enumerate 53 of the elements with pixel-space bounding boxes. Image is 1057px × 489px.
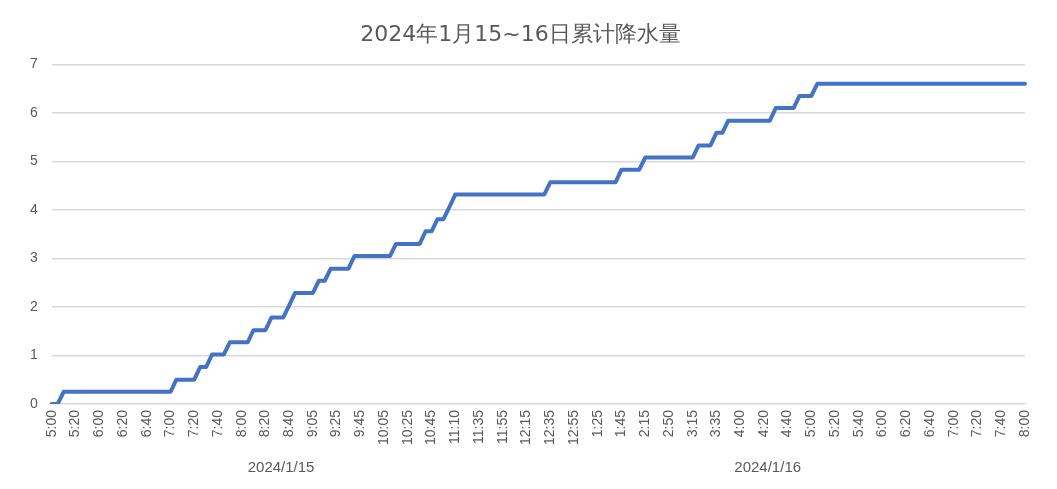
x-tick-label: 1:45: [612, 409, 629, 438]
x-tick-label: 9:25: [327, 409, 344, 438]
x-tick-label: 6:00: [90, 409, 107, 438]
x-tick-label: 2:15: [636, 409, 653, 438]
x-tick-label: 4:00: [731, 409, 748, 438]
x-tick-label: 10:25: [398, 409, 415, 446]
text: 2024/1/15: [247, 457, 315, 475]
x-tick-label: 2:50: [659, 409, 676, 438]
x-tick-label: 12:15: [517, 409, 534, 446]
x-tick-label: 6:40: [920, 409, 937, 438]
x-tick-label: 3:15: [683, 409, 700, 438]
x-tick-label: 5:20: [66, 409, 83, 438]
x-tick-label: 8:40: [280, 409, 297, 438]
x-tick-label: 5:40: [849, 409, 866, 438]
y-tick-label: 4: [29, 200, 38, 217]
x-tick-label: 11:55: [493, 409, 510, 444]
x-tick-label: 7:00: [161, 409, 178, 438]
x-tick-label: 12:55: [564, 409, 581, 446]
x-tick-label: 7:40: [208, 409, 225, 438]
x-tick-label: 7:40: [992, 409, 1009, 438]
y-tick-label: 2: [29, 297, 38, 314]
y-tick-label: 7: [29, 55, 38, 72]
x-tick-label: 7:00: [944, 409, 961, 438]
y-tick-label: 5: [29, 152, 38, 169]
chart-title: 2024年1月15~16日累计降水量: [360, 20, 681, 46]
x-tick-label: 4:40: [778, 409, 795, 438]
x-tick-label: 8:00: [232, 409, 249, 438]
x-tick-label: 10:45: [422, 409, 439, 446]
x-tick-label: 8:20: [256, 409, 273, 438]
x-tick-label: 7:20: [968, 409, 985, 438]
x-tick-label: 5:00: [42, 409, 59, 438]
y-tick-label: 6: [29, 103, 38, 120]
x-tick-label: 5:20: [825, 409, 842, 438]
x-tick-label: 8:00: [1015, 409, 1032, 438]
x-tick-label: 10:05: [374, 409, 391, 446]
x-tick-label: 11:10: [446, 409, 463, 444]
x-tick-label: 4:20: [754, 409, 771, 438]
x-tick-label: 5:00: [802, 409, 819, 438]
x-tick-label: 9:45: [351, 409, 368, 438]
x-tick-label: 6:20: [113, 409, 130, 438]
x-tick-label: 1:25: [588, 409, 605, 438]
x-tick-label: 6:40: [137, 409, 154, 438]
x-tick-label: 9:05: [303, 409, 320, 438]
x-tick-label: 11:35: [469, 409, 486, 444]
y-tick-label: 3: [29, 249, 38, 266]
x-tick-label: 12:35: [541, 409, 558, 446]
x-tick-label: 3:35: [707, 409, 724, 438]
x-tick-label: 7:20: [185, 409, 202, 438]
x-tick-label: 6:00: [873, 409, 890, 438]
y-tick-label: 0: [29, 394, 38, 411]
text: 2024/1/16: [734, 457, 802, 475]
y-tick-label: 1: [29, 346, 38, 363]
x-tick-label: 6:20: [897, 409, 914, 438]
